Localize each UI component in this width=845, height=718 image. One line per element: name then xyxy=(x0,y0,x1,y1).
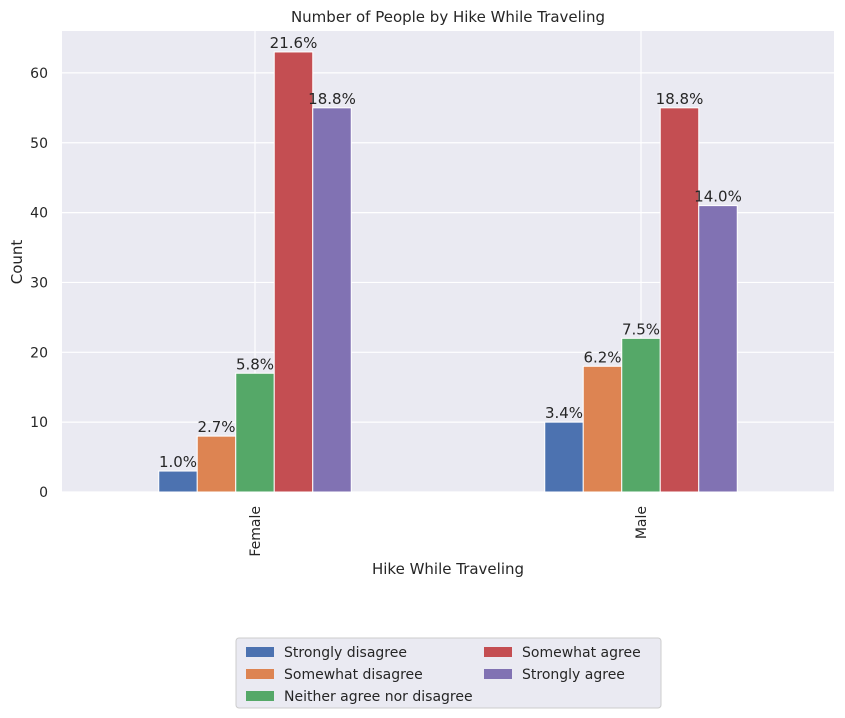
y-axis-title: Count xyxy=(8,240,26,285)
y-tick-label: 40 xyxy=(30,206,48,222)
bar-data-label: 1.0% xyxy=(159,453,197,471)
legend-swatch xyxy=(246,669,274,679)
bar-data-label: 18.8% xyxy=(308,90,356,108)
bar xyxy=(273,51,314,493)
legend-label: Neither agree nor disagree xyxy=(284,689,473,705)
y-tick-label: 0 xyxy=(39,485,48,501)
bars xyxy=(158,51,738,493)
bar xyxy=(312,107,352,493)
bar xyxy=(158,470,198,493)
bar-data-label: 6.2% xyxy=(583,348,621,366)
y-tick-label: 30 xyxy=(30,275,48,291)
x-tick-label: Female xyxy=(248,506,264,557)
bar xyxy=(196,435,237,493)
legend-label: Somewhat disagree xyxy=(284,667,423,683)
legend-swatch xyxy=(484,669,512,679)
bar xyxy=(582,365,623,493)
legend-label: Strongly disagree xyxy=(284,645,407,661)
bar-data-label: 3.4% xyxy=(545,404,583,422)
x-tick-label: Male xyxy=(634,506,650,539)
data-labels: 1.0% 3.4% 2.7% 6.2% 5.8% 7.5% 21.6% 18.8% 18.8% 1… xyxy=(159,34,742,471)
legend-label: Strongly agree xyxy=(522,667,625,683)
legend-swatch xyxy=(246,647,274,657)
bar xyxy=(698,205,738,493)
y-tick-label: 60 xyxy=(30,66,48,82)
bar xyxy=(621,337,661,493)
bar-data-label: 7.5% xyxy=(622,320,660,338)
bar-data-label: 14.0% xyxy=(694,188,742,206)
legend-box xyxy=(235,637,662,709)
legend-label: Somewhat agree xyxy=(522,645,641,661)
legend-swatch xyxy=(484,647,512,657)
bar-data-label: 21.6% xyxy=(270,34,318,52)
y-tick-label: 50 xyxy=(30,136,48,152)
chart-title: Number of People by Hike While Traveling xyxy=(291,8,605,26)
legend-swatch xyxy=(246,691,274,701)
x-axis-title: Hike While Traveling xyxy=(372,560,524,578)
y-axis-ticks: 0 10 20 30 40 50 60 xyxy=(30,66,48,501)
legend: Strongly disagree Somewhat disagree Neithe… xyxy=(235,637,662,709)
bar xyxy=(235,372,275,493)
bar-data-label: 18.8% xyxy=(656,90,704,108)
y-tick-label: 10 xyxy=(30,415,48,431)
bar-data-label: 5.8% xyxy=(236,355,274,373)
bar xyxy=(544,421,584,493)
x-axis-ticks: Female Male xyxy=(248,506,650,557)
bar xyxy=(659,107,700,493)
y-tick-label: 20 xyxy=(30,345,48,361)
bar-data-label: 2.7% xyxy=(197,418,235,436)
